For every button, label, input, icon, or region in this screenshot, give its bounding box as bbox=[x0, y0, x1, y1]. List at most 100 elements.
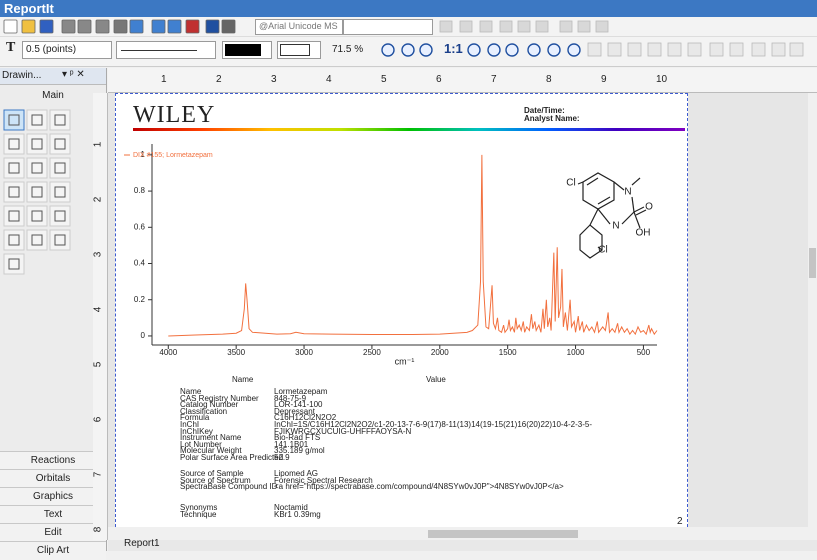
tool-button bbox=[3, 109, 25, 131]
ruler-number: 2 bbox=[216, 74, 222, 85]
toolbar-icon bbox=[129, 19, 144, 34]
tool-glyph bbox=[8, 234, 20, 246]
toolbar-format: T 0.5 (points) 71.5 % 1:1 bbox=[0, 37, 817, 67]
tool-button bbox=[3, 157, 25, 179]
vertical-ruler: 1 2 3 4 5 6 7 8 bbox=[92, 93, 108, 540]
property-name: Source of Sample bbox=[180, 469, 244, 478]
property-value: C16H12Cl2N2O2 bbox=[274, 413, 337, 423]
toolbar-icon bbox=[547, 43, 561, 57]
line-width-select[interactable]: 0.5 (points) bbox=[22, 41, 112, 59]
ruler-number: 8 bbox=[92, 526, 104, 533]
toolbar-icon bbox=[517, 20, 531, 33]
tool-glyph bbox=[31, 210, 43, 222]
panel-tab[interactable]: Graphics bbox=[0, 487, 106, 506]
toolbar-icon bbox=[771, 42, 786, 57]
toolbar-icon bbox=[567, 43, 581, 57]
toolbar-icon bbox=[577, 20, 591, 33]
ruler-number: 1 bbox=[92, 141, 104, 148]
fill-color-select[interactable] bbox=[277, 41, 321, 59]
toolbar-icon bbox=[401, 43, 415, 57]
panel-controls[interactable]: ▾ ᵖ ✕ bbox=[62, 69, 85, 80]
panel-tab[interactable]: Text bbox=[0, 505, 106, 524]
logo: WILEY bbox=[133, 102, 216, 128]
tool-button bbox=[26, 157, 48, 179]
toolbar-icon bbox=[419, 43, 433, 57]
tab-bar: Report1 bbox=[108, 538, 817, 551]
toolbar-icon bbox=[381, 43, 395, 57]
property-value: Depressant bbox=[274, 406, 315, 416]
horizontal-scrollbar[interactable] bbox=[108, 527, 817, 540]
ruler-number: 6 bbox=[436, 74, 442, 85]
toolbar-icon bbox=[559, 20, 573, 33]
text-tool[interactable]: T bbox=[6, 40, 16, 55]
property-name: Source of Spectrum bbox=[180, 475, 251, 485]
title-bar: ReportIt bbox=[0, 0, 817, 17]
tool-glyph bbox=[8, 162, 20, 174]
toolbar-icon bbox=[587, 42, 602, 57]
property-value: Lormetazepam bbox=[274, 387, 328, 396]
tool-button bbox=[3, 229, 25, 251]
panel-tab[interactable]: Orbitals bbox=[0, 469, 106, 488]
date-label: Date/Time: bbox=[524, 106, 565, 115]
line-color-select[interactable] bbox=[222, 41, 272, 59]
toolbar-icon bbox=[751, 42, 766, 57]
tool-button bbox=[3, 253, 25, 275]
property-name: SpectraBase Compound ID bbox=[180, 482, 278, 492]
font-select[interactable]: @Arial Unicode MS bbox=[255, 19, 343, 35]
panel-tab[interactable]: Reactions bbox=[0, 451, 106, 470]
tool-glyph bbox=[31, 186, 43, 198]
property-name: InChIKey bbox=[180, 426, 213, 436]
toolbar-icon bbox=[535, 20, 549, 33]
ruler-number: 4 bbox=[326, 74, 332, 85]
toolbar-icon bbox=[439, 20, 453, 33]
ruler-number: 6 bbox=[92, 416, 104, 423]
actual-size-button[interactable]: 1:1 bbox=[444, 41, 463, 56]
ruler-number: 2 bbox=[92, 196, 104, 203]
document-tab[interactable]: Report1 bbox=[124, 538, 160, 549]
ruler-number: 7 bbox=[491, 74, 497, 85]
ruler-number: 4 bbox=[92, 306, 104, 313]
toolbar-icons bbox=[381, 42, 804, 57]
toolbar-icon bbox=[467, 43, 481, 57]
toolbar-icon bbox=[205, 19, 220, 34]
font-size-select[interactable] bbox=[343, 19, 433, 35]
tool-glyph bbox=[31, 162, 43, 174]
horizontal-ruler: 1 2 3 4 5 6 7 8 9 10 bbox=[108, 68, 817, 93]
zoom-level[interactable]: 71.5 % bbox=[332, 44, 364, 55]
toolbar-icon bbox=[729, 42, 744, 57]
page-number: 2 bbox=[677, 516, 683, 527]
tool-glyph bbox=[54, 162, 66, 174]
tool-glyph bbox=[54, 186, 66, 198]
toolbar-icon bbox=[647, 42, 662, 57]
panel-tab[interactable]: Edit bbox=[0, 523, 106, 542]
panel-header: Drawin... ▾ ᵖ ✕ bbox=[0, 68, 106, 85]
toolbar-icon bbox=[61, 19, 76, 34]
property-value: 335.189 g/mol bbox=[274, 446, 325, 456]
property-value: 52.9 bbox=[274, 453, 290, 462]
tool-glyph bbox=[54, 114, 66, 126]
tool-button bbox=[49, 229, 71, 251]
vertical-scrollbar[interactable] bbox=[808, 93, 817, 540]
tool-glyph bbox=[31, 114, 43, 126]
ruler-number: 3 bbox=[271, 74, 277, 85]
toolbar-icon bbox=[167, 19, 182, 34]
toolbar-icon bbox=[627, 42, 642, 57]
line-style-select[interactable] bbox=[116, 41, 216, 59]
ruler-number: 10 bbox=[656, 74, 668, 85]
tool-glyph bbox=[54, 210, 66, 222]
toolbar-icon bbox=[39, 19, 54, 34]
tool-button bbox=[26, 181, 48, 203]
property-table: Name Lormetazepam CAS Registry Number 848-7… bbox=[115, 93, 688, 527]
property-value: Lipomed AG bbox=[274, 469, 319, 478]
property-value: KBr1 0.39mg bbox=[274, 509, 321, 519]
panel-title: Drawin... bbox=[2, 70, 42, 81]
tool-button bbox=[26, 229, 48, 251]
ruler-number: 3 bbox=[92, 251, 104, 258]
toolbar-icon bbox=[499, 20, 513, 33]
tool-button bbox=[49, 181, 71, 203]
tool-glyph bbox=[8, 138, 20, 150]
toolbar-icon bbox=[505, 43, 519, 57]
tool-button bbox=[26, 205, 48, 227]
property-name: Name bbox=[180, 387, 202, 396]
